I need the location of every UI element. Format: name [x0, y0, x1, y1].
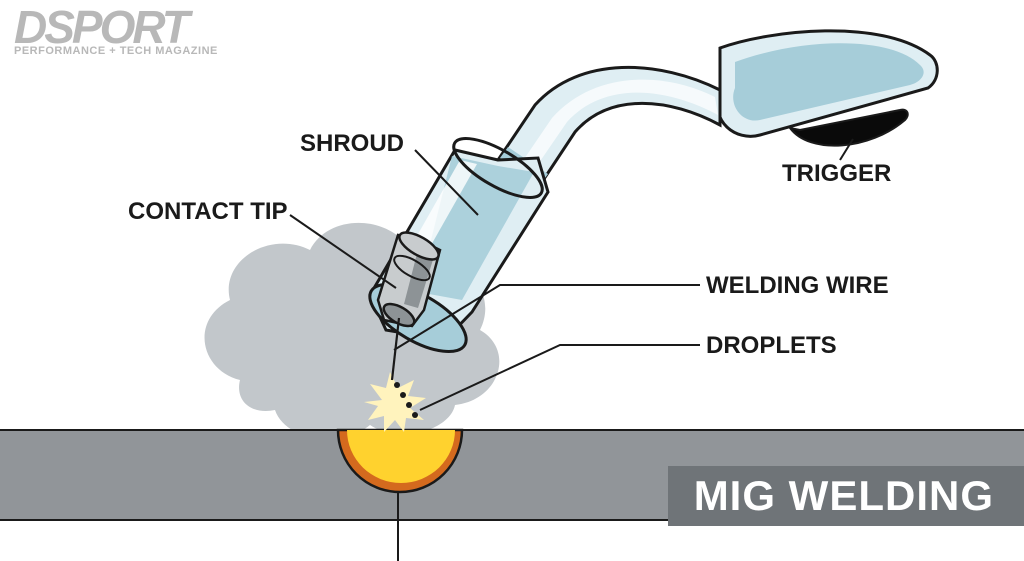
mig-torch	[360, 31, 938, 380]
diagram-title: MIG WELDING	[694, 472, 994, 519]
label-shroud: SHROUD	[300, 130, 404, 158]
label-droplets: DROPLETS	[706, 332, 837, 360]
title-bar: MIG WELDING	[668, 466, 1024, 526]
label-contact-tip: CONTACT TIP	[128, 198, 288, 226]
label-welding-wire: WELDING WIRE	[706, 272, 889, 300]
label-trigger: TRIGGER	[782, 160, 891, 188]
